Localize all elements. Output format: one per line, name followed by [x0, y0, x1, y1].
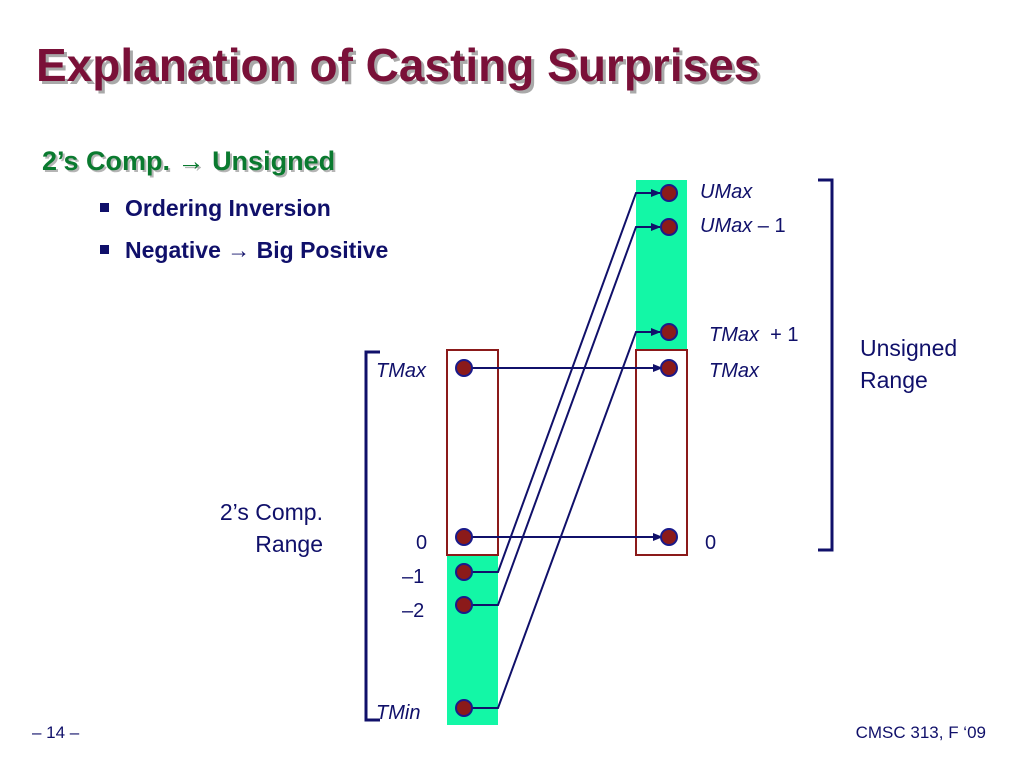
label-tmax-plus-1-var: TMax — [709, 324, 759, 346]
twos-nonnegative-box — [446, 349, 499, 556]
label-unsigned-zero: 0 — [705, 532, 717, 554]
label-umax-minus-1-offset: – 1 — [752, 215, 786, 237]
bullet-text: Ordering Inversion — [125, 195, 331, 221]
label-twos-minus-2: –2 — [402, 600, 425, 622]
page-number: – 14 – — [32, 723, 80, 742]
node-twos-tmax — [455, 359, 473, 377]
label-twos-tmin: TMin — [376, 702, 421, 724]
unsigned-range-label-line2: Range — [860, 367, 928, 393]
course-label: CMSC 313, F ‘09 — [855, 723, 986, 742]
label-unsigned-tmax: TMax — [709, 360, 759, 382]
unsigned-range-label: Unsigned Range — [860, 332, 957, 396]
bullet-item: Negative → Big Positive — [100, 234, 388, 276]
label-twos-zero: 0 — [416, 532, 428, 554]
unsigned-lower-box — [635, 349, 688, 556]
twos-range-bracket — [364, 350, 380, 722]
twos-range-label-line1: 2’s Comp. — [219, 499, 323, 525]
node-twos-minus2 — [455, 596, 473, 614]
mapping-arrow-tmin — [464, 328, 661, 709]
right-arrow-icon: → — [177, 146, 205, 176]
mapping-arrow-minus1 — [464, 189, 661, 573]
slide-title: Explanation of Casting Surprises — [36, 39, 760, 91]
section-heading: 2’s Comp. → Unsigned — [42, 146, 335, 177]
square-bullet-icon — [100, 203, 109, 213]
node-twos-zero — [455, 528, 473, 546]
bullet-item: Ordering Inversion — [100, 192, 388, 234]
heading-target: Unsigned — [212, 146, 336, 176]
unsigned-range-label-line1: Unsigned — [860, 335, 958, 361]
label-tmax-plus-1-offset: + 1 — [759, 324, 799, 346]
twos-negative-range-fill — [447, 555, 498, 725]
node-twos-minus1 — [455, 563, 473, 581]
label-umax: UMax — [700, 181, 753, 203]
unsigned-range-bracket — [818, 178, 834, 552]
twos-range-label-line2: Range — [255, 531, 323, 557]
label-tmax-plus-1: TMax + 1 — [709, 324, 798, 347]
node-unsigned-umax-minus1 — [660, 218, 678, 236]
node-unsigned-umax — [660, 184, 678, 202]
label-twos-minus-1: –1 — [402, 566, 425, 588]
node-unsigned-zero — [660, 528, 678, 546]
label-umax-minus-1: UMax – 1 — [700, 215, 786, 238]
label-twos-tmax: TMax — [376, 360, 426, 382]
node-twos-tmin — [455, 699, 473, 717]
mapping-arrow-minus2 — [464, 223, 661, 606]
node-unsigned-tmax — [660, 359, 678, 377]
heading-source: 2’s Comp. — [42, 146, 171, 176]
label-umax-minus-1-var: UMax — [700, 215, 753, 237]
bullet-text: Big Positive — [256, 237, 389, 263]
node-unsigned-tmax-plus1 — [660, 323, 678, 341]
right-arrow-icon: → — [227, 237, 251, 263]
bullet-list: Ordering Inversion Negative → Big Positi… — [100, 192, 388, 276]
bullet-text: Negative — [125, 237, 221, 263]
unsigned-upper-range-fill — [636, 180, 687, 350]
square-bullet-icon — [100, 245, 109, 255]
twos-range-label: 2’s Comp. Range — [193, 496, 323, 560]
